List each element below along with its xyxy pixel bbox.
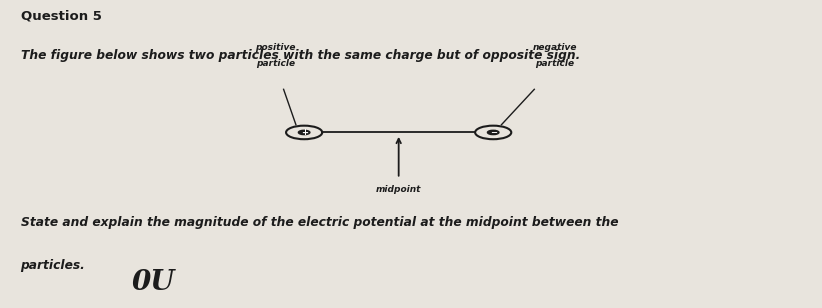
Circle shape — [298, 130, 310, 135]
Text: particles.: particles. — [21, 259, 85, 272]
Text: midpoint: midpoint — [376, 185, 422, 194]
Text: Question 5: Question 5 — [21, 9, 101, 22]
Text: particle: particle — [256, 59, 295, 67]
Circle shape — [487, 130, 499, 135]
Text: −: − — [490, 128, 496, 137]
Text: 0U: 0U — [132, 269, 175, 296]
Text: +: + — [301, 128, 307, 137]
Text: State and explain the magnitude of the electric potential at the midpoint betwee: State and explain the magnitude of the e… — [21, 216, 618, 229]
Text: particle: particle — [535, 59, 575, 67]
Text: negative: negative — [533, 43, 577, 52]
Text: The figure below shows two particles with the same charge but of opposite sign.: The figure below shows two particles wit… — [21, 49, 580, 62]
Text: positive: positive — [255, 43, 296, 52]
